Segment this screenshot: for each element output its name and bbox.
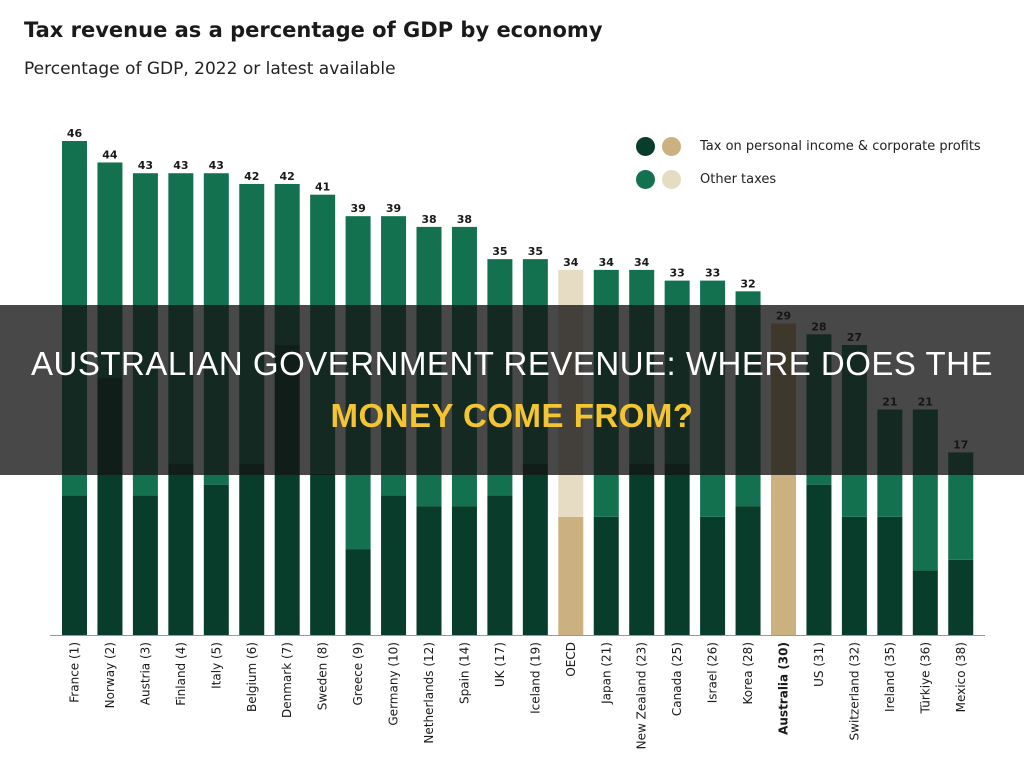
- category-label: Netherlands (12): [422, 642, 436, 744]
- chart-title: Tax revenue as a percentage of GDP by ec…: [24, 18, 603, 42]
- total-label: 42: [280, 170, 295, 183]
- chart-subtitle: Percentage of GDP, 2022 or latest availa…: [24, 59, 396, 79]
- total-label: 32: [740, 277, 755, 290]
- title-banner: [0, 305, 1024, 475]
- bar-income: [416, 506, 442, 635]
- total-label: 39: [386, 202, 401, 215]
- category-label: Spain (14): [457, 642, 471, 704]
- category-label: Israel (26): [706, 642, 720, 703]
- total-label: 38: [421, 213, 436, 226]
- legend-swatch-income-oecd: [662, 136, 681, 156]
- bar-income: [841, 516, 867, 635]
- category-label: US (31): [812, 642, 826, 687]
- category-label: Germany (10): [387, 642, 401, 726]
- bar-income: [487, 495, 513, 635]
- total-label: 35: [492, 245, 507, 258]
- category-label: Ireland (35): [883, 642, 897, 712]
- category-label: UK (17): [493, 642, 507, 687]
- total-label: 33: [705, 267, 720, 280]
- bar-income: [168, 463, 194, 635]
- banner-line-2: MONEY COME FROM?: [330, 397, 694, 434]
- category-label: Greece (9): [351, 642, 365, 706]
- bar-income: [593, 516, 619, 635]
- bar-income: [132, 495, 158, 635]
- category-label: Sweden (8): [316, 642, 330, 710]
- legend-label-income: Tax on personal income & corporate profi…: [700, 138, 981, 154]
- total-label: 46: [67, 127, 83, 140]
- category-label: Austria (3): [138, 642, 152, 705]
- bar-income: [522, 463, 548, 635]
- category-label: Finland (4): [174, 642, 188, 706]
- legend: Tax on personal income & corporate profi…: [636, 136, 981, 202]
- banner-line-1: AUSTRALIAN GOVERNMENT REVENUE: WHERE DOE…: [31, 345, 993, 382]
- bar-income: [239, 463, 265, 635]
- total-label: 42: [244, 170, 259, 183]
- total-label: 43: [173, 159, 188, 172]
- total-label: 35: [528, 245, 543, 258]
- category-label: New Zealand (23): [635, 642, 649, 749]
- category-label: Australia (30): [777, 642, 791, 735]
- category-label: Japan (21): [599, 642, 613, 705]
- total-label: 38: [457, 213, 472, 226]
- category-label: Korea (28): [741, 642, 755, 704]
- category-label: Belgium (6): [245, 642, 259, 712]
- category-label: Norway (2): [103, 642, 117, 708]
- total-label: 34: [563, 256, 579, 269]
- total-label: 33: [669, 267, 684, 280]
- total-label: 43: [209, 159, 224, 172]
- legend-item-income: Tax on personal income & corporate profi…: [636, 136, 981, 156]
- category-label: France (1): [68, 642, 82, 703]
- legend-swatch-other-oecd: [662, 169, 681, 189]
- category-label: Mexico (38): [954, 642, 968, 712]
- bar-income: [948, 559, 974, 635]
- category-label: Denmark (7): [280, 642, 294, 718]
- bar-income: [310, 473, 336, 635]
- legend-item-other: Other taxes: [636, 169, 981, 189]
- total-label: 43: [138, 159, 153, 172]
- bar-income: [345, 549, 371, 635]
- total-label: 34: [634, 256, 650, 269]
- bar-income: [806, 484, 832, 635]
- legend-swatch-other-green: [636, 169, 655, 189]
- legend-label-other: Other taxes: [700, 171, 777, 187]
- category-label: Italy (5): [209, 642, 223, 689]
- legend-swatch-income-dark: [636, 136, 655, 156]
- bar-income: [912, 570, 938, 635]
- total-label: 34: [599, 256, 615, 269]
- category-label: Switzerland (32): [847, 642, 861, 740]
- category-label: Canada (25): [670, 642, 684, 716]
- total-label: 39: [350, 202, 365, 215]
- bar-income: [735, 506, 761, 635]
- category-label: Iceland (19): [528, 642, 542, 714]
- bar-income: [877, 516, 903, 635]
- total-label: 44: [102, 148, 118, 161]
- category-label: OECD: [564, 642, 578, 677]
- bar-income: [381, 495, 407, 635]
- bar-income: [203, 484, 229, 635]
- bar-income: [700, 516, 726, 635]
- bar-income: [62, 495, 87, 635]
- bar-income: [558, 516, 584, 635]
- bar-income: [451, 506, 477, 635]
- bar-income: [629, 463, 655, 635]
- category-label: Türkiye (36): [918, 642, 932, 714]
- bar-income: [664, 463, 690, 635]
- total-label: 41: [315, 181, 330, 194]
